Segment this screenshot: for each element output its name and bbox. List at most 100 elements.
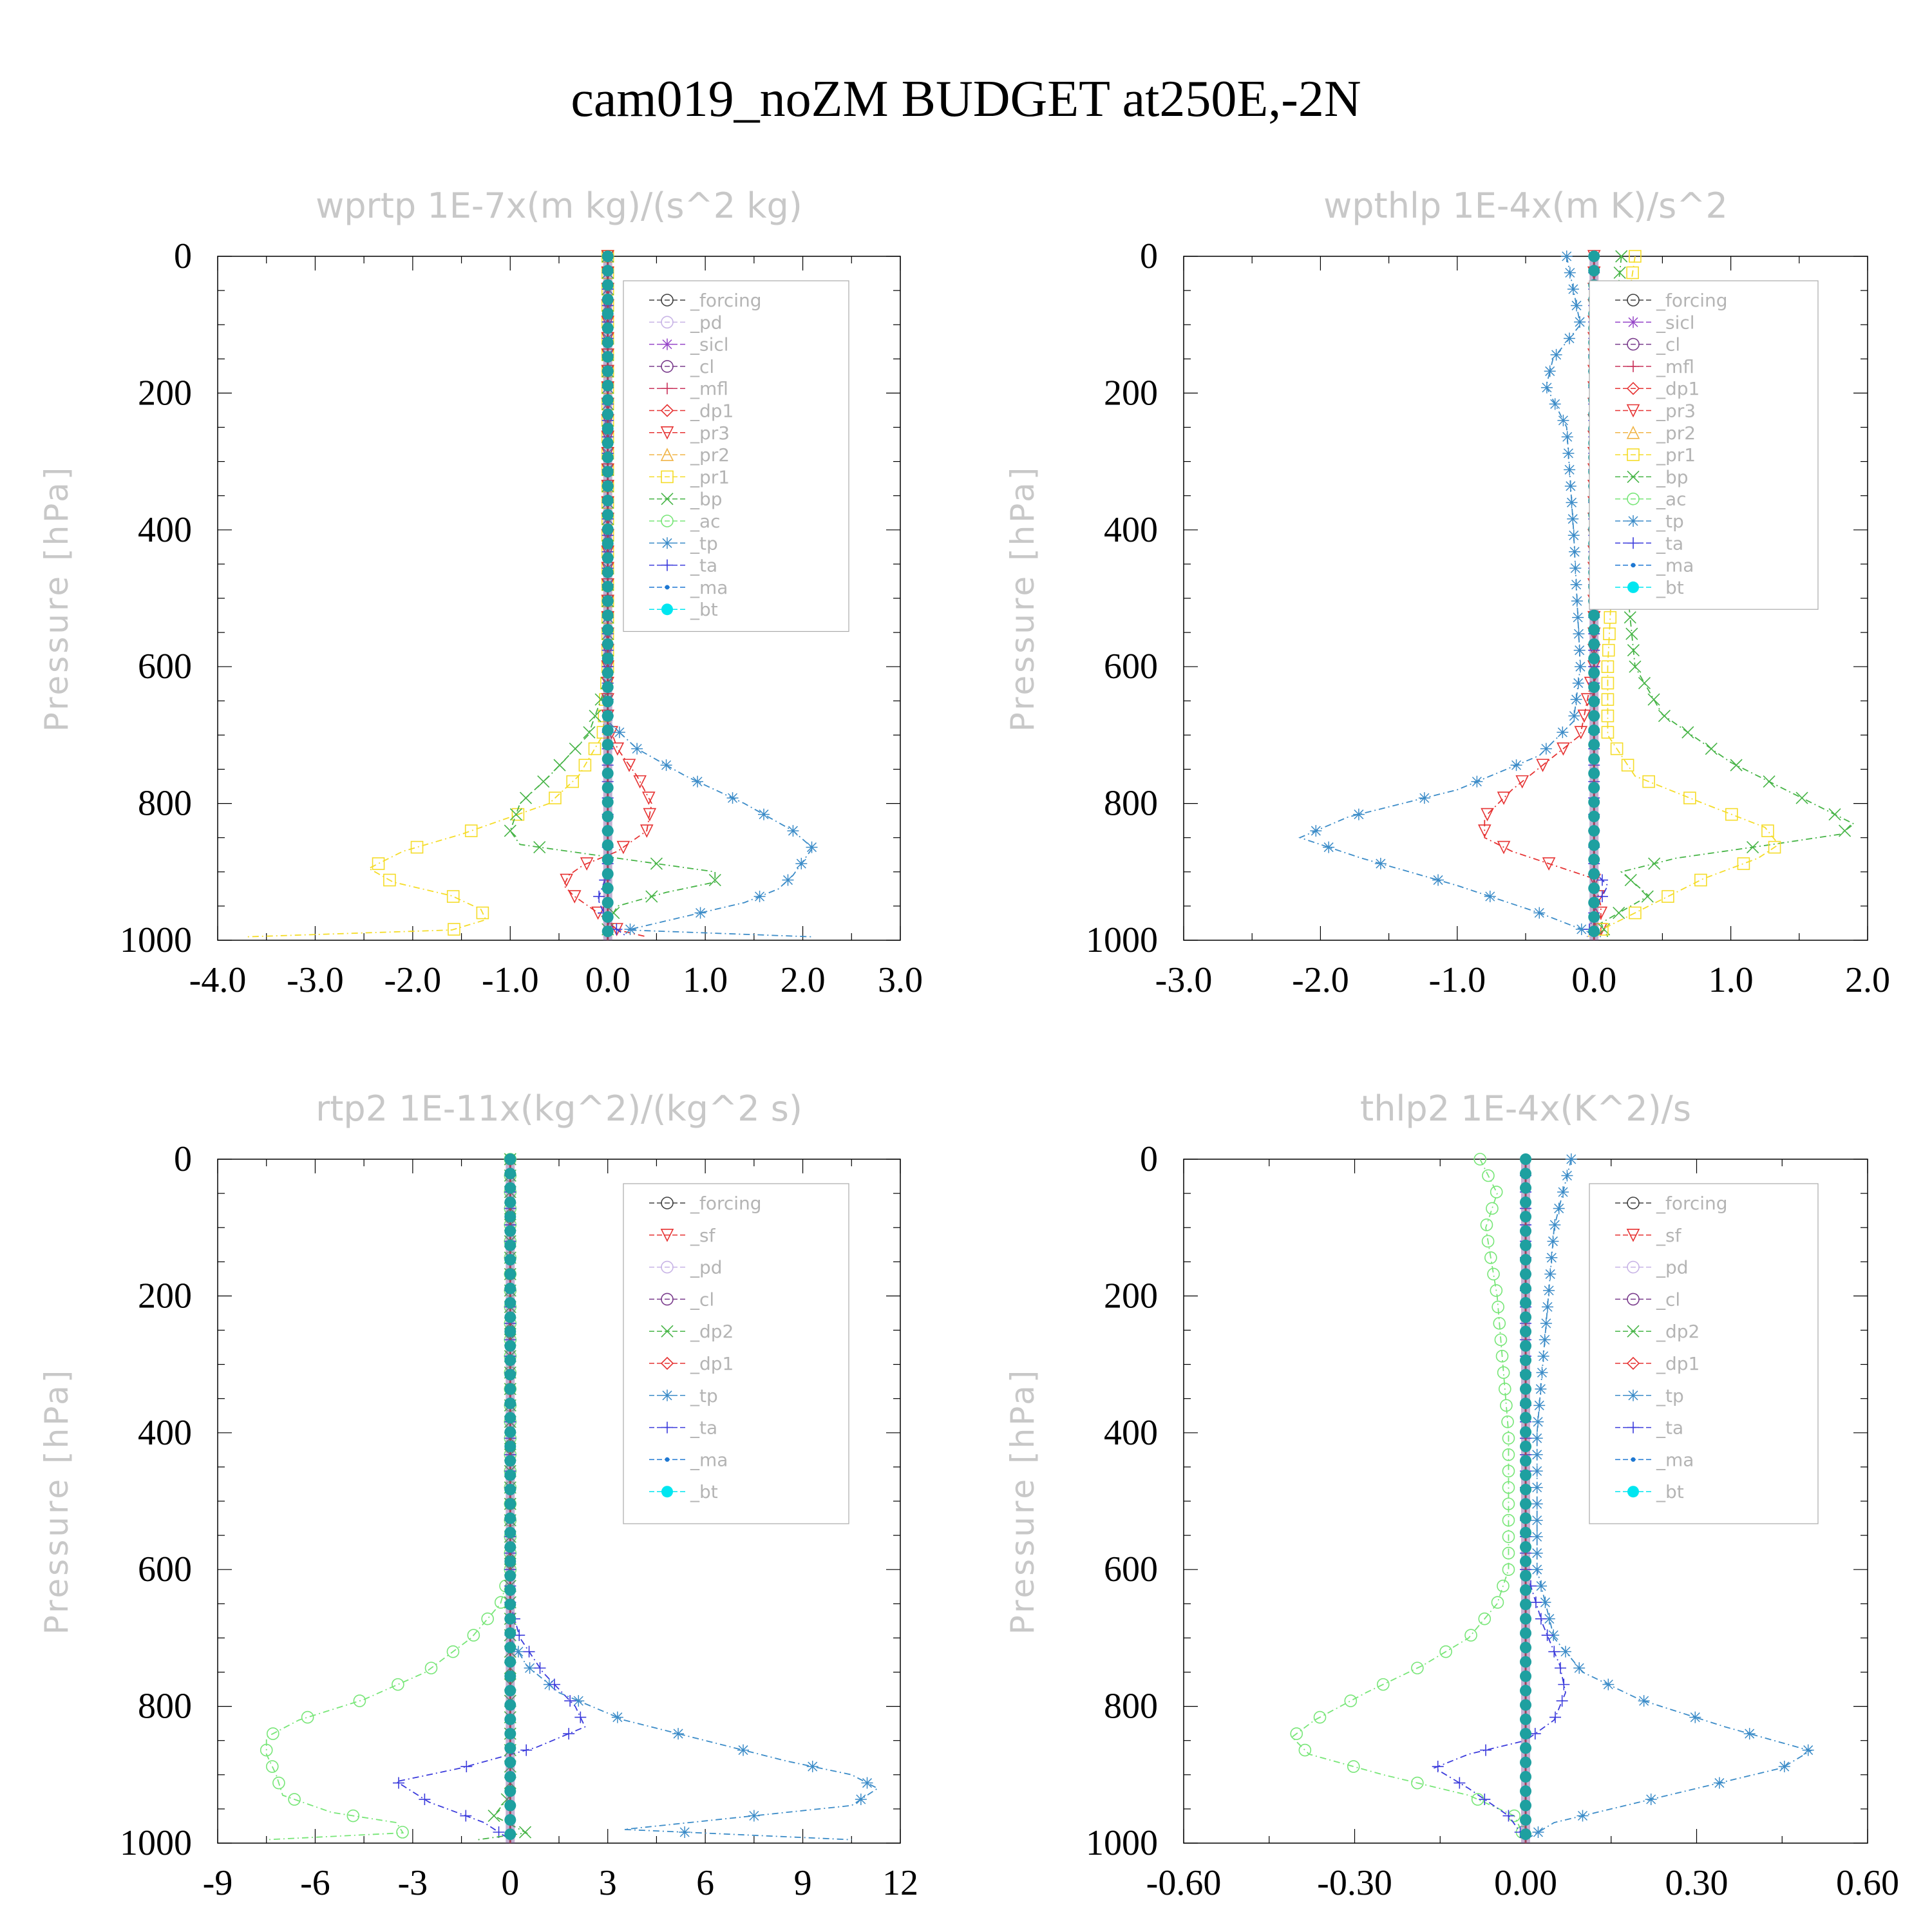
data-point	[1567, 283, 1579, 295]
data-point	[1588, 724, 1600, 736]
y-axis-label: Pressure [hPa]	[38, 1368, 75, 1635]
data-point	[1558, 1678, 1570, 1690]
data-point	[1557, 726, 1569, 739]
data-point	[1588, 753, 1600, 765]
data-point	[1520, 1268, 1531, 1280]
data-point	[392, 1678, 404, 1691]
legend-marker	[661, 1389, 673, 1401]
legend-item-ma: _ma	[649, 577, 728, 598]
legend-item-mfl: _mfl	[1615, 356, 1694, 377]
data-point	[1629, 660, 1642, 673]
legend-item-bp: _bp	[649, 489, 723, 510]
y-tick-label: 1000	[120, 920, 192, 960]
data-point	[1520, 1728, 1531, 1740]
legend-item-ta: _ta	[649, 1417, 717, 1439]
legend-label: _sf	[690, 1225, 716, 1246]
data-point	[672, 1728, 685, 1740]
x-tick-label: 0.0	[1571, 960, 1616, 1000]
legend-marker	[661, 1197, 674, 1209]
legend-item-sf: _sf	[1615, 1225, 1682, 1246]
legend-item-cl: _cl	[1615, 334, 1680, 355]
y-tick-label: 600	[1104, 1549, 1158, 1589]
y-tick-label: 200	[1104, 1276, 1158, 1316]
data-point	[1520, 1828, 1531, 1841]
data-point	[567, 890, 582, 904]
legend-marker	[1627, 337, 1640, 351]
data-point	[1627, 644, 1640, 657]
series-bt	[504, 1153, 516, 1843]
data-point	[1473, 1153, 1486, 1166]
data-point	[1471, 775, 1483, 788]
data-point	[1531, 1465, 1543, 1477]
data-point	[1520, 1541, 1531, 1553]
data-point	[1571, 595, 1583, 607]
data-point	[1559, 1645, 1571, 1658]
data-point	[1737, 857, 1750, 870]
data-point	[1540, 1317, 1552, 1329]
data-point	[642, 791, 656, 805]
legend-marker	[1627, 537, 1639, 549]
x-tick-label: 0.30	[1665, 1863, 1728, 1903]
data-point	[1520, 1799, 1531, 1812]
y-tick-label: 200	[138, 373, 192, 413]
data-point	[1567, 529, 1580, 542]
y-tick-label: 600	[138, 647, 192, 687]
data-point	[1352, 808, 1365, 820]
data-point	[1573, 628, 1585, 640]
data-point	[1533, 1399, 1546, 1412]
legend-marker	[661, 360, 674, 373]
series-bt	[1520, 1153, 1531, 1843]
data-point	[1541, 1629, 1553, 1642]
data-point	[601, 538, 614, 550]
data-point	[504, 1182, 516, 1194]
legend-marker	[661, 493, 674, 506]
series-ta	[392, 1153, 587, 1841]
data-point	[601, 351, 614, 363]
legend-item-ma: _ma	[1615, 555, 1694, 576]
data-point	[1484, 891, 1496, 903]
panel-title: wprtp 1E-7x(m kg)/(s^2 kg)	[316, 185, 802, 226]
legend-item-ac: _ac	[1615, 489, 1687, 510]
data-point	[1520, 1498, 1531, 1510]
data-point	[692, 775, 704, 788]
data-point	[1570, 694, 1582, 706]
data-point	[1520, 1670, 1531, 1682]
data-point	[504, 1168, 516, 1180]
y-tick-label: 1000	[120, 1823, 192, 1863]
data-point	[396, 1826, 409, 1839]
legend-marker	[1627, 1260, 1640, 1274]
series-line	[1433, 1159, 1566, 1841]
legend-item-pr1: _pr1	[649, 466, 730, 488]
legend: _forcing_pd_sicl_cl_mfl_dp1_pr3_pr2_pr1_…	[623, 280, 849, 632]
legend-label: _ac	[690, 511, 721, 532]
data-point	[537, 775, 550, 788]
data-point	[1490, 1284, 1503, 1297]
data-point	[569, 743, 582, 755]
data-point	[1493, 1317, 1506, 1330]
x-tick-label: 2.0	[781, 960, 826, 1000]
data-point	[1549, 1711, 1562, 1723]
data-point	[519, 791, 533, 804]
data-point	[694, 907, 706, 919]
data-point	[272, 1776, 285, 1790]
legend-label: _pd	[1656, 1257, 1689, 1278]
data-point	[1515, 775, 1529, 789]
data-point	[504, 1656, 516, 1668]
data-point	[1540, 381, 1553, 393]
data-point	[1481, 808, 1494, 822]
data-point	[1564, 480, 1577, 492]
data-point	[588, 742, 601, 755]
legend-item-tp: _tp	[649, 1385, 718, 1406]
data-point	[1548, 1629, 1560, 1642]
data-point	[1495, 1350, 1509, 1363]
data-point	[1502, 1481, 1515, 1494]
series-line	[1484, 256, 1602, 937]
data-point	[1520, 1699, 1531, 1711]
y-tick-label: 200	[1104, 373, 1158, 413]
y-tick-label: 400	[1104, 1413, 1158, 1453]
data-point	[446, 890, 460, 903]
data-point	[1588, 867, 1600, 880]
legend-box	[1589, 280, 1819, 610]
y-tick-label: 1000	[1086, 920, 1158, 960]
data-point	[1531, 1514, 1543, 1526]
